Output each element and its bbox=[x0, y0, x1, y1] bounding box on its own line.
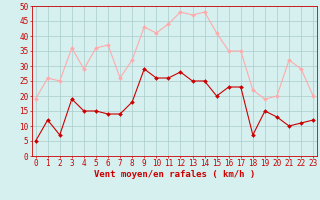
X-axis label: Vent moyen/en rafales ( km/h ): Vent moyen/en rafales ( km/h ) bbox=[94, 170, 255, 179]
